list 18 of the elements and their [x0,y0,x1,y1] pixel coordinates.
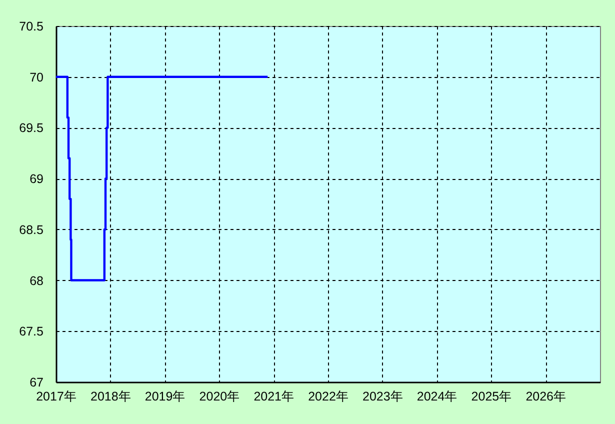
x-tick-label: 2020年 [199,390,240,404]
y-tick-label: 67 [30,376,44,390]
x-tick-label: 2025年 [471,390,512,404]
x-tick-label: 2018年 [90,390,132,404]
y-tick-label: 69.5 [19,121,44,136]
y-tick-label: 70 [30,70,44,84]
y-tick-label: 67.5 [19,324,44,339]
y-tick-label: 68 [30,274,44,288]
y-tick-label: 68.5 [19,222,44,237]
x-tick-label: 2017年 [36,390,77,404]
y-tick-label: 70.5 [19,20,44,34]
x-tick-label: 2022年 [308,390,349,404]
x-tick-label: 2026年 [526,390,567,404]
x-tick-label: 2021年 [254,390,295,404]
x-tick-label: 2019年 [144,390,186,404]
x-tick-label: 2024年 [416,390,458,404]
y-tick-label: 69 [30,172,44,186]
x-tick-label: 2023年 [362,390,404,404]
